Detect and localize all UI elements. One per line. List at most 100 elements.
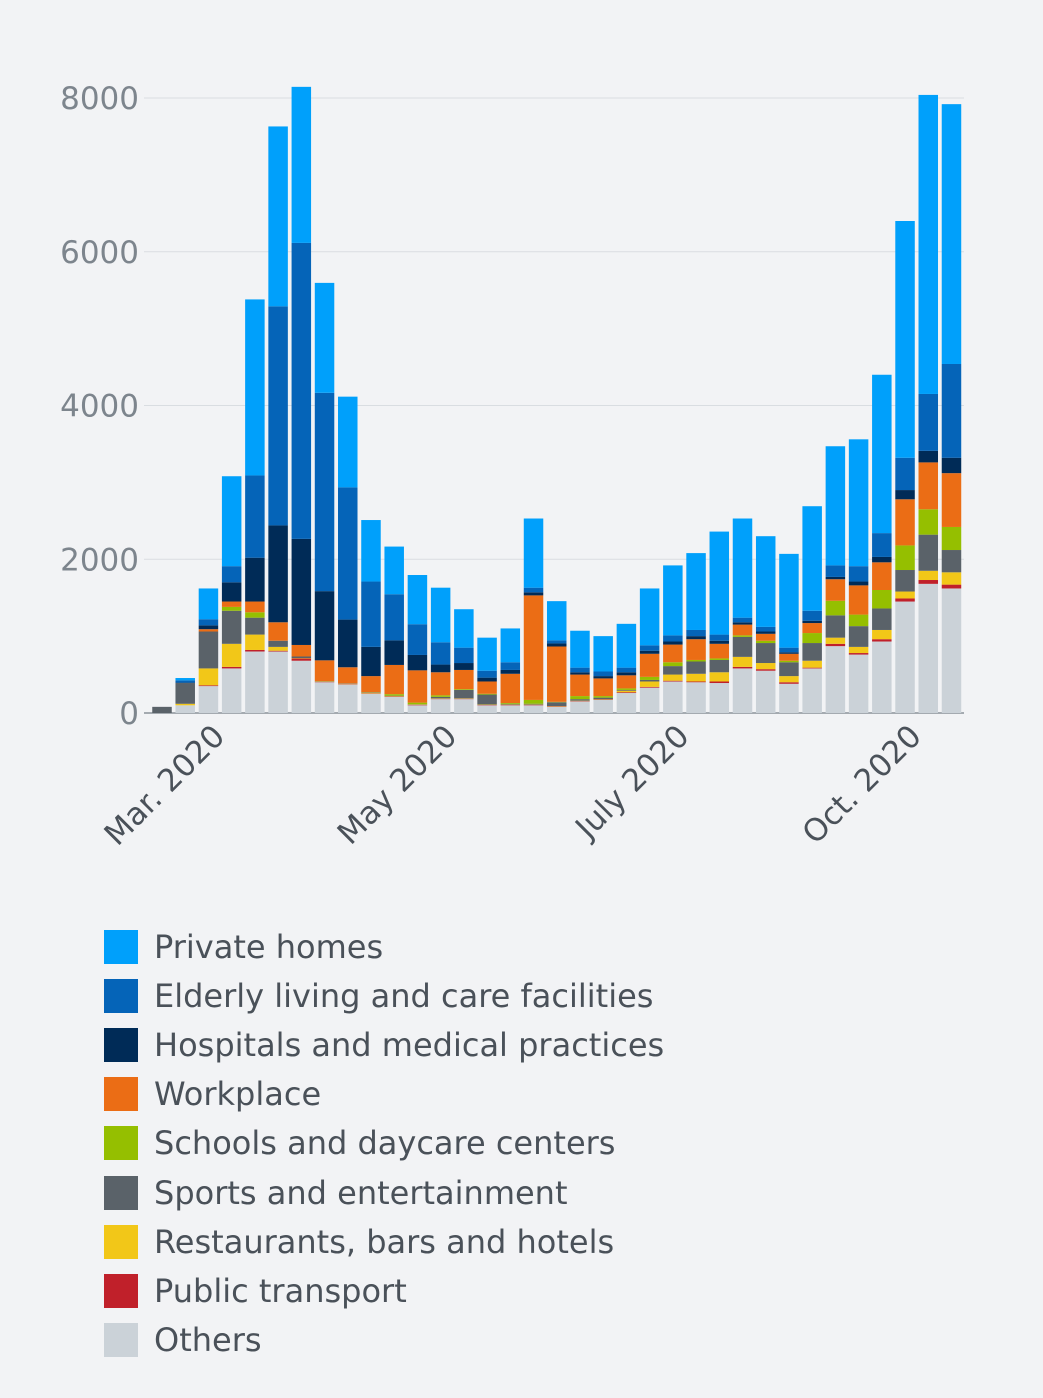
bar-segment-schools-and-daycare-centers — [872, 590, 892, 609]
bar-segment-elderly-living-and-care-facilities — [663, 635, 683, 642]
bar-segment-elderly-living-and-care-facilities — [430, 642, 451, 665]
bar-segment-public-transport — [895, 598, 915, 602]
bar-stack — [407, 575, 428, 713]
bar-segment-public-transport — [941, 584, 962, 589]
bar-segment-sports-and-entertainment — [872, 608, 892, 630]
bar-segment-others — [663, 681, 683, 713]
bar-segment-sports-and-entertainment — [430, 696, 451, 699]
bar-segment-public-transport — [221, 666, 242, 669]
x-tick-label: Oct. 2020 — [796, 718, 929, 851]
bar-segment-others — [825, 646, 846, 713]
bar-segment-sports-and-entertainment — [500, 703, 521, 705]
bar-segment-schools-and-daycare-centers — [663, 662, 683, 667]
bar-segment-elderly-living-and-care-facilities — [384, 594, 404, 641]
bar-stack — [663, 565, 683, 713]
bar-segment-workplace — [848, 585, 869, 615]
legend-label: Private homes — [154, 927, 384, 966]
bar-segment-sports-and-entertainment — [755, 643, 776, 664]
y-tick-label: 8000 — [60, 81, 139, 117]
bar-segment-others — [361, 693, 381, 713]
bar-segment-restaurants-bars-and-hotels — [268, 646, 288, 651]
bar-segment-restaurants-bars-and-hotels — [755, 663, 776, 670]
bar-segment-private-homes — [732, 518, 753, 618]
bar-stack — [872, 374, 892, 713]
bar-segment-sports-and-entertainment — [779, 662, 799, 677]
bar-segment-sports-and-entertainment — [639, 679, 660, 682]
bar-segment-others — [941, 588, 962, 713]
bar-segment-public-transport — [802, 667, 822, 669]
bar-segment-elderly-living-and-care-facilities — [802, 610, 822, 621]
bars — [152, 86, 962, 713]
legend-item-elderly-living-and-care-facilities[interactable]: Elderly living and care facilities — [104, 971, 664, 1020]
bar-segment-schools-and-daycare-centers — [732, 635, 753, 637]
bar-segment-private-homes — [430, 587, 451, 643]
y-tick-label: 4000 — [60, 389, 139, 425]
bar-segment-elderly-living-and-care-facilities — [291, 242, 312, 539]
bar-segment-elderly-living-and-care-facilities — [918, 393, 939, 451]
legend-item-sports-and-entertainment[interactable]: Sports and entertainment — [104, 1168, 664, 1217]
bar-segment-private-homes — [268, 126, 288, 307]
bar-segment-sports-and-entertainment — [546, 702, 567, 707]
bar-segment-schools-and-daycare-centers — [245, 612, 265, 618]
bar-segment-private-homes — [361, 520, 381, 582]
bar-segment-sports-and-entertainment — [477, 694, 497, 705]
bar-segment-others — [291, 660, 312, 713]
legend-item-schools-and-daycare-centers[interactable]: Schools and daycare centers — [104, 1119, 664, 1168]
bar-segment-sports-and-entertainment — [802, 643, 822, 661]
bar-segment-others — [732, 668, 753, 713]
bar-segment-hospitals-and-medical-practices — [593, 676, 613, 679]
bar-segment-elderly-living-and-care-facilities — [779, 647, 799, 653]
bar-stack — [895, 221, 915, 713]
bar-segment-private-homes — [570, 630, 590, 668]
bar-segment-others — [198, 686, 219, 713]
legend-item-workplace[interactable]: Workplace — [104, 1070, 664, 1119]
bar-segment-hospitals-and-medical-practices — [663, 641, 683, 645]
bar-segment-hospitals-and-medical-practices — [268, 525, 288, 623]
bar-segment-private-homes — [848, 439, 869, 567]
bar-segment-sports-and-entertainment — [221, 610, 242, 644]
bar-segment-workplace — [430, 672, 451, 696]
legend-item-public-transport[interactable]: Public transport — [104, 1266, 664, 1315]
bar-segment-schools-and-daycare-centers — [430, 695, 451, 697]
bar-stack — [291, 86, 312, 713]
bar-segment-private-homes — [593, 636, 613, 672]
legend-item-hospitals-and-medical-practices[interactable]: Hospitals and medical practices — [104, 1020, 664, 1069]
bar-segment-workplace — [616, 675, 637, 689]
bar-segment-elderly-living-and-care-facilities — [268, 306, 288, 526]
bar-segment-workplace — [268, 622, 288, 641]
bar-segment-schools-and-daycare-centers — [709, 658, 730, 660]
bar-segment-sports-and-entertainment — [616, 689, 637, 691]
bar-stack — [500, 628, 521, 713]
bar-stack — [825, 446, 846, 713]
bar-segment-restaurants-bars-and-hotels — [686, 673, 706, 682]
legend-swatch — [104, 1273, 138, 1308]
bar-segment-elderly-living-and-care-facilities — [848, 566, 869, 582]
bar-segment-public-transport — [872, 639, 892, 642]
bar-segment-restaurants-bars-and-hotels — [918, 570, 939, 581]
bar-segment-others — [755, 670, 776, 713]
bar-segment-others — [570, 701, 590, 713]
bar-segment-others — [245, 651, 265, 713]
legend-swatch — [104, 1077, 138, 1112]
legend-item-others[interactable]: Others — [104, 1316, 664, 1365]
bar-segment-private-homes — [895, 221, 915, 458]
bar-segment-hospitals-and-medical-practices — [338, 619, 358, 668]
bar-segment-hospitals-and-medical-practices — [430, 664, 451, 673]
y-tick-label: 6000 — [60, 235, 139, 271]
legend-item-restaurants-bars-and-hotels[interactable]: Restaurants, bars and hotels — [104, 1217, 664, 1266]
bar-segment-elderly-living-and-care-facilities — [593, 671, 613, 677]
bar-segment-sports-and-entertainment — [663, 666, 683, 675]
bar-segment-private-homes — [314, 282, 335, 393]
bar-segment-sports-and-entertainment — [454, 689, 474, 699]
x-tick-label: Mar. 2020 — [98, 718, 233, 853]
bar-segment-private-homes — [407, 575, 428, 625]
legend-label: Schools and daycare centers — [154, 1124, 616, 1163]
bar-segment-elderly-living-and-care-facilities — [245, 475, 265, 558]
bar-segment-restaurants-bars-and-hotels — [779, 676, 799, 683]
bar-segment-private-homes — [546, 601, 567, 641]
bar-segment-restaurants-bars-and-hotels — [639, 681, 660, 687]
legend-item-private-homes[interactable]: Private homes — [104, 922, 664, 971]
bar-segment-hospitals-and-medical-practices — [779, 652, 799, 654]
legend: Private homes Elderly living and care fac… — [104, 922, 664, 1365]
bar-stack — [384, 546, 404, 713]
